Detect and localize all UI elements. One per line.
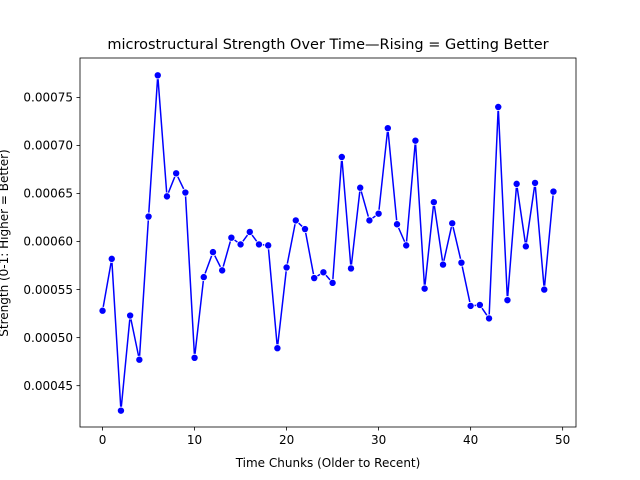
data-point [457, 258, 466, 267]
y-tick-label: 0.00060 [23, 235, 73, 249]
data-point [356, 183, 365, 192]
data-point [402, 241, 411, 250]
data-point [218, 266, 227, 275]
data-point [475, 300, 484, 309]
data-point [135, 355, 144, 364]
axes-frame [79, 57, 577, 428]
data-point [126, 311, 135, 320]
y-tick-label: 0.00050 [23, 331, 73, 345]
data-point [429, 198, 438, 207]
data-point [521, 242, 530, 251]
y-tick-label: 0.00075 [23, 91, 73, 105]
data-point [245, 227, 254, 236]
data-point [365, 216, 374, 225]
data-point [439, 260, 448, 269]
data-point [291, 216, 300, 225]
data-point [549, 187, 558, 196]
data-point [485, 314, 494, 323]
data-point [236, 240, 245, 249]
data-point [411, 136, 420, 145]
data-point [254, 240, 263, 249]
data-point [172, 169, 181, 178]
data-point [540, 285, 549, 294]
data-point [310, 274, 319, 283]
data-point [531, 178, 540, 187]
axes: 0 10 20 30 40 50 0.00045 0.00050 0.00055 0.00060 0… [23, 57, 577, 447]
data-point [190, 353, 199, 362]
data-point [98, 306, 107, 315]
data-point [393, 220, 402, 229]
data-point [383, 124, 392, 133]
data-point [512, 179, 521, 188]
data-point [153, 71, 162, 80]
data-point [319, 268, 328, 277]
data-point [162, 192, 171, 201]
chart-title: microstructural Strength Over Time—Risin… [107, 37, 548, 53]
plot-area [98, 71, 558, 415]
data-point [144, 212, 153, 221]
data-point [337, 152, 346, 161]
x-tick-label: 10 [187, 433, 202, 447]
data-point [273, 344, 282, 353]
x-tick-label: 40 [463, 433, 478, 447]
data-point [199, 273, 208, 282]
data-point [282, 263, 291, 272]
data-point [328, 278, 337, 287]
x-tick-label: 20 [279, 433, 294, 447]
y-tick-label: 0.00045 [23, 379, 73, 393]
data-point [347, 264, 356, 273]
data-point [420, 284, 429, 293]
data-point [494, 103, 503, 112]
x-tick-label: 30 [371, 433, 386, 447]
data-point [208, 248, 217, 257]
y-tick-label: 0.00070 [23, 139, 73, 153]
data-point [181, 188, 190, 197]
y-axis-label: Strength (0-1: Higher = Better) [0, 149, 11, 336]
x-axis-label: Time Chunks (Older to Recent) [235, 456, 421, 470]
y-tick-label: 0.00055 [23, 283, 73, 297]
data-point [374, 209, 383, 218]
data-point [466, 301, 475, 310]
x-tick-label: 50 [555, 433, 570, 447]
data-point [503, 296, 512, 305]
data-point [300, 225, 309, 234]
data-point [227, 233, 236, 242]
data-point [116, 406, 125, 415]
data-point [264, 241, 273, 250]
x-tick-label: 0 [99, 433, 107, 447]
data-point [107, 254, 116, 263]
y-tick-label: 0.00065 [23, 187, 73, 201]
data-point [448, 219, 457, 228]
